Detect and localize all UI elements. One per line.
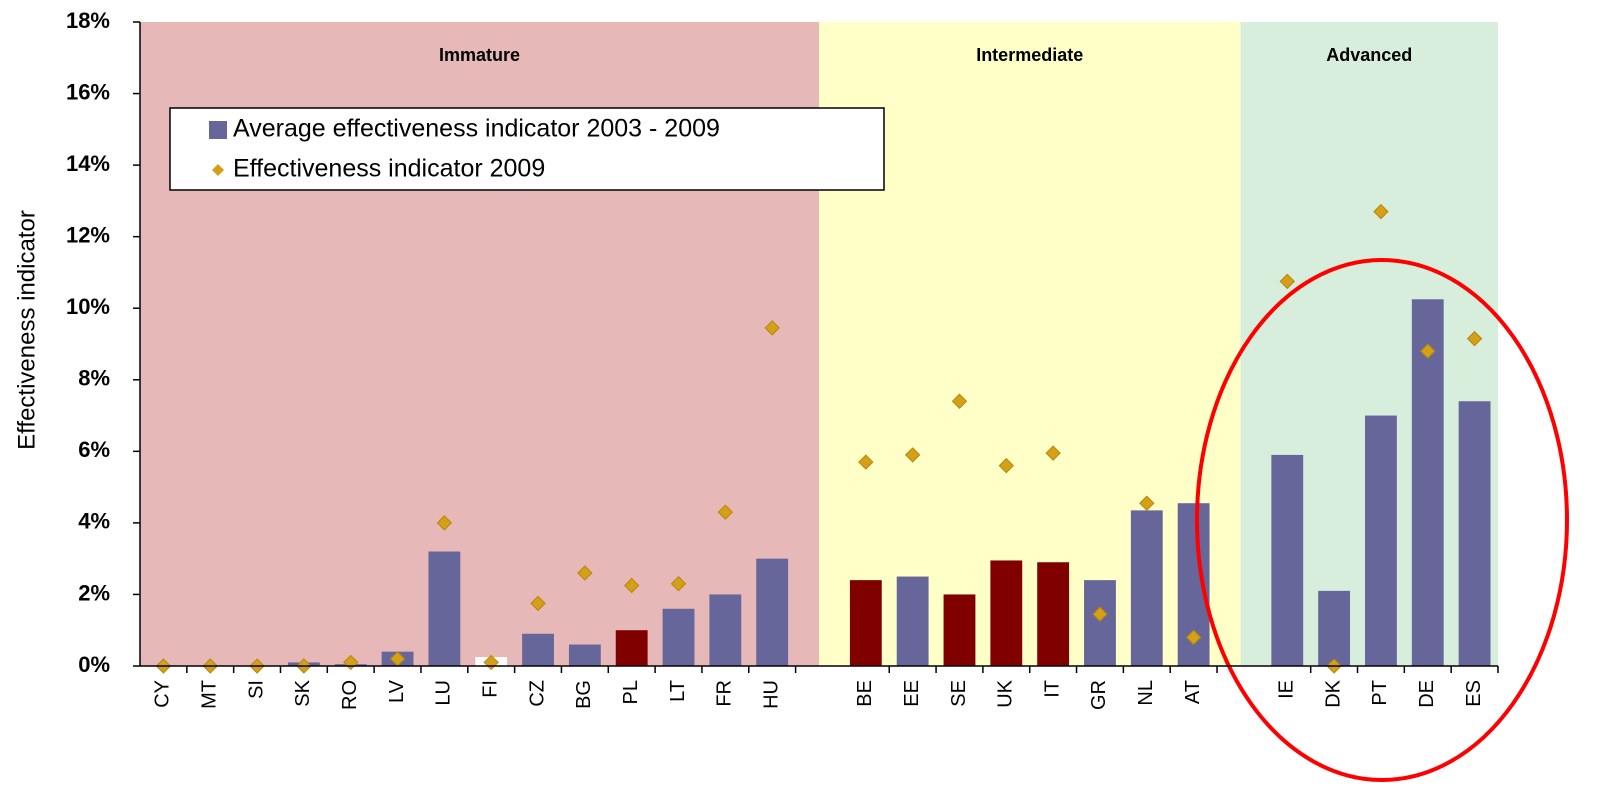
diamond-marker [998,457,1015,474]
y-axis-label: Effectiveness indicator [13,210,40,450]
x-tick-label: CY [152,680,174,708]
diamond-marker [577,565,593,581]
x-tick-label: EE [901,680,923,707]
region-label: Advanced [1326,45,1412,65]
bar [1084,580,1116,666]
x-tick-label: UK [995,679,1017,707]
bar [522,633,554,666]
bar [943,594,976,666]
diamond-marker [1466,330,1483,347]
bar [1130,510,1163,666]
x-tick-label: NL [1135,680,1157,706]
bar [662,608,695,666]
x-tick-label: RO [339,680,361,710]
bar [896,576,929,666]
x-tick-label: GR [1088,680,1110,710]
region-label: Intermediate [976,45,1083,65]
x-tick-label: DK [1322,679,1344,707]
bar [1365,415,1397,666]
diamond-marker [1185,629,1202,646]
x-tick-label: CZ [526,680,548,707]
diamond-marker [764,320,780,336]
y-tick-label: 0% [78,652,110,677]
x-tick-label: AT [1182,680,1204,704]
diamond-marker [1092,606,1108,622]
bar [568,644,601,666]
x-tick-label: BE [854,680,876,707]
legend-swatch [212,164,224,176]
x-tick-label: ES [1463,680,1485,707]
x-tick-label: LV [386,679,408,703]
y-tick-label: 14% [66,151,110,176]
y-tick-label: 6% [78,437,110,462]
bar [1411,299,1444,666]
x-tick-label: MT [199,680,221,709]
legend: Average effectiveness indicator 2003 - 2… [169,107,885,191]
region-label: Immature [439,45,520,65]
diamond-marker [951,393,968,409]
x-tick-label: SK [292,679,314,706]
x-tick-label: SI [245,680,267,699]
diamond-marker [717,504,734,520]
diamond-marker [1045,445,1061,461]
y-tick-label: 4% [78,509,110,534]
bar [615,630,648,666]
y-tick-label: 18% [66,8,110,33]
x-tick-label: FI [479,680,501,698]
x-tick-label: IE [1276,680,1298,699]
y-tick-label: 16% [66,79,110,104]
x-tick-label: SE [948,680,970,707]
legend-label: Average effectiveness indicator 2003 - 2… [233,115,720,143]
bar [1458,401,1491,666]
x-tick-label: PL [620,680,642,704]
bar [756,558,789,666]
bar [1318,590,1351,666]
x-tick-label: PT [1369,680,1391,706]
bar [709,594,742,666]
bar [1037,562,1070,666]
x-tick-label: FR [714,680,736,707]
bar [1271,454,1304,666]
x-tick-label: HU [760,680,782,709]
diamond-marker [904,447,921,463]
diamond-marker [1279,273,1295,290]
x-tick-label: BG [573,680,595,709]
legend-label: Effectiveness indicator 2009 [233,155,545,183]
bar [428,551,461,666]
region-band [819,22,1241,666]
diamond-marker [530,595,546,612]
diamond-marker [1139,495,1155,511]
plot [155,203,1491,674]
diamond-marker [858,454,874,470]
diamond-marker [1420,343,1436,359]
diamond-marker [1373,203,1389,220]
x-tick-label: LU [433,680,455,706]
y-tick-label: 10% [66,294,110,319]
diamond-marker [436,515,453,531]
y-tick-label: 2% [78,580,110,605]
bar [990,560,1023,666]
x-tick-label: IT [1041,680,1063,698]
bar [849,580,882,666]
y-tick-label: 12% [66,222,110,247]
diamond-marker [670,576,687,592]
diamond-marker [623,577,640,594]
legend-box [169,107,885,191]
x-tick-label: DE [1416,680,1438,708]
highlight-ellipse [1195,258,1569,782]
legend-swatch [209,121,227,139]
y-tick-label: 8% [78,366,110,391]
x-tick-label: LT [667,680,689,702]
